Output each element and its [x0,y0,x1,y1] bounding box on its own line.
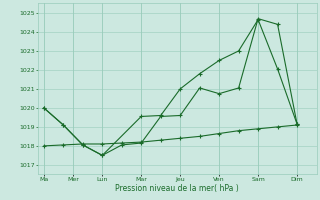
X-axis label: Pression niveau de la mer( hPa ): Pression niveau de la mer( hPa ) [116,184,239,193]
